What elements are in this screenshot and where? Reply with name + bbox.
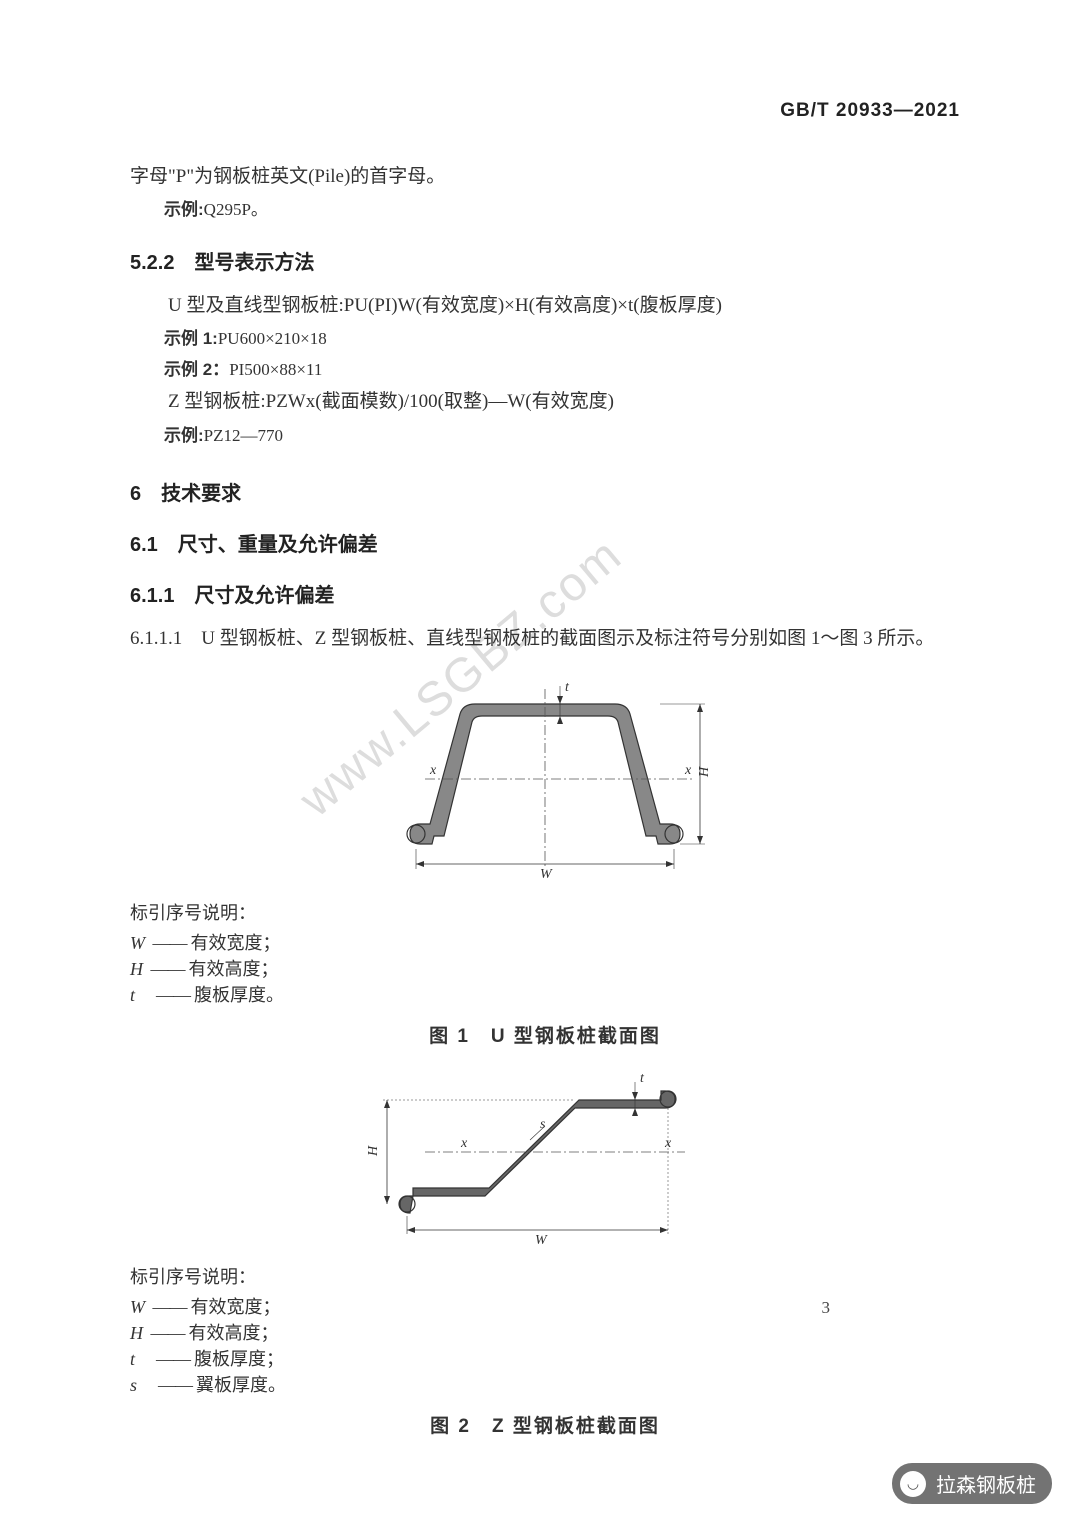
footer-avatar-icon: ◡	[900, 1471, 926, 1497]
z-shape-diagram: x x H W t s	[130, 1068, 960, 1253]
u-label-W: W	[540, 867, 553, 882]
example-intro: 示例:Q295P。	[130, 196, 960, 223]
legend-H-1: H ——有效高度；	[130, 955, 960, 981]
legend-s-2: s ——翼板厚度。	[130, 1371, 960, 1397]
figure-2: x x H W t s	[130, 1068, 960, 1253]
u-label-x-left: x	[429, 763, 437, 778]
example-1: 示例 1:PU600×210×18	[130, 325, 960, 352]
example-2: 示例 2：PI500×88×11	[130, 356, 960, 383]
figure-2-caption: 图 2 Z 型钢板桩截面图	[130, 1411, 960, 1438]
legend-title-2: 标引序号说明：	[130, 1263, 960, 1289]
figure-1-caption: 图 1 U 型钢板桩截面图	[130, 1021, 960, 1048]
heading-61: 6.1 尺寸、重量及允许偏差	[130, 528, 960, 557]
example-3-value: PZ12—770	[204, 426, 283, 445]
heading-522: 5.2.2 型号表示方法	[130, 246, 960, 275]
para-6111: 6.1.1.1 U 型钢板桩、Z 型钢板桩、直线型钢板桩的截面图示及标注符号分别…	[130, 624, 960, 654]
example-1-value: PU600×210×18	[218, 329, 327, 348]
u-type-line: U 型及直线型钢板桩:PU(PI)W(有效宽度)×H(有效高度)×t(腹板厚度)	[130, 291, 960, 321]
legend-t-2: t ——腹板厚度；	[130, 1345, 960, 1371]
u-label-H: H	[697, 766, 712, 778]
legend-title-1: 标引序号说明：	[130, 899, 960, 925]
example-3: 示例:PZ12—770	[130, 422, 960, 449]
example-intro-value: Q295P。	[204, 200, 268, 219]
u-shape-diagram: x x H W t	[130, 674, 960, 889]
z-label-W: W	[535, 1233, 548, 1248]
legend-t-1: t ——腹板厚度。	[130, 981, 960, 1007]
z-label-t: t	[640, 1071, 645, 1086]
z-type-line: Z 型钢板桩:PZWx(截面模数)/100(取整)—W(有效宽度)	[130, 387, 960, 417]
heading-611: 6.1.1 尺寸及允许偏差	[130, 579, 960, 608]
example-1-label: 示例 1:	[164, 329, 218, 348]
u-label-x-right: x	[684, 763, 692, 778]
intro-line: 字母"P"为钢板桩英文(Pile)的首字母。	[130, 162, 960, 192]
page-number: 3	[822, 1298, 831, 1318]
example-2-value: PI500×88×11	[229, 360, 322, 379]
z-label-H: H	[366, 1145, 381, 1157]
z-label-x-left: x	[460, 1136, 468, 1151]
heading-6: 6 技术要求	[130, 477, 960, 506]
u-label-t: t	[565, 680, 570, 695]
legend-W-1: W ——有效宽度；	[130, 929, 960, 955]
figure-1: x x H W t	[130, 674, 960, 889]
footer-badge[interactable]: ◡ 拉森钢板桩	[892, 1463, 1052, 1504]
legend-H-2: H ——有效高度；	[130, 1319, 960, 1345]
standard-code: GB/T 20933—2021	[130, 100, 960, 122]
footer-badge-text: 拉森钢板桩	[936, 1469, 1036, 1498]
example-3-label: 示例:	[164, 426, 204, 445]
example-intro-label: 示例:	[164, 200, 204, 219]
example-2-label: 示例 2：	[164, 360, 229, 379]
legend-W-2: W ——有效宽度；	[130, 1293, 960, 1319]
